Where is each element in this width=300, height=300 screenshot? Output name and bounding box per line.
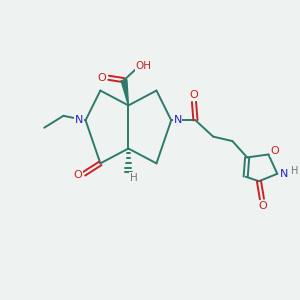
Text: O: O bbox=[258, 201, 267, 211]
Polygon shape bbox=[121, 80, 128, 105]
Text: N: N bbox=[174, 115, 182, 125]
Text: H: H bbox=[130, 172, 138, 183]
Text: O: O bbox=[73, 170, 82, 180]
Text: N: N bbox=[75, 115, 83, 125]
Text: O: O bbox=[190, 90, 198, 100]
Text: OH: OH bbox=[136, 61, 152, 71]
Text: H: H bbox=[291, 166, 298, 176]
Text: O: O bbox=[98, 73, 106, 83]
Text: O: O bbox=[271, 146, 279, 157]
Text: N: N bbox=[280, 169, 288, 179]
